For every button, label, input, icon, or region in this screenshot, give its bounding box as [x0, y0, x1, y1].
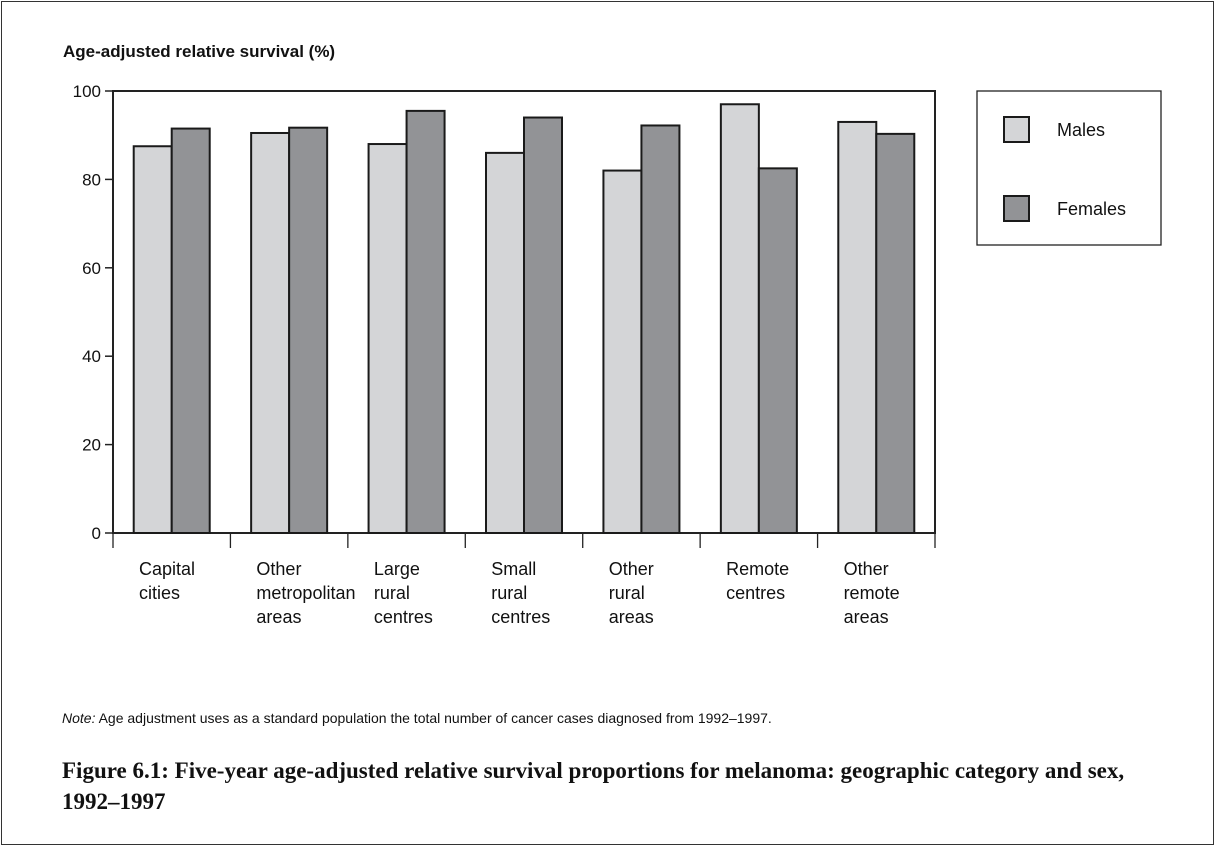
bar-males	[367, 143, 408, 534]
bar-males	[602, 169, 643, 534]
y-tick-label: 80	[82, 170, 101, 189]
bar-males	[132, 145, 173, 534]
x-tick-label: cities	[139, 583, 180, 603]
figure-caption: Figure 6.1: Five-year age-adjusted relat…	[62, 758, 1125, 814]
x-tick-label: Large	[374, 559, 420, 579]
x-tick-label: Other	[256, 559, 301, 579]
y-tick-label: 0	[92, 524, 101, 543]
bar-females	[170, 127, 211, 534]
x-tick-label: areas	[844, 607, 889, 627]
bar-males	[485, 151, 525, 534]
x-tick-label: areas	[256, 607, 301, 627]
bar-females	[523, 116, 563, 535]
x-tick-label: Other	[844, 559, 889, 579]
y-axis-title: Age-adjusted relative survival (%)	[63, 42, 335, 61]
x-tick-label: rural	[374, 583, 410, 603]
legend-swatch-females	[1003, 195, 1030, 222]
x-tick-label: rural	[491, 583, 527, 603]
bar-females	[405, 109, 446, 534]
bar-males	[837, 120, 878, 534]
bar-females	[757, 167, 798, 534]
bar-chart: Age-adjusted relative survival (%) 0 20 40…	[63, 42, 1162, 627]
plot-area: 0 20 40 60 80 100 Capital cities Other metropolit…	[73, 82, 936, 627]
legend-swatch-males	[1003, 116, 1030, 143]
y-tick-label: 100	[73, 82, 101, 101]
legend-label-males: Males	[1057, 120, 1105, 140]
x-tick-label: centres	[374, 607, 433, 627]
legend-label-females: Females	[1057, 199, 1126, 219]
x-tick-label: Remote	[726, 559, 789, 579]
x-tick-label: areas	[609, 607, 654, 627]
y-tick-label: 60	[82, 259, 101, 278]
y-tick-label: 20	[82, 436, 101, 455]
legend: Males Females	[976, 90, 1162, 246]
y-tick-label: 40	[82, 347, 101, 366]
x-tick-label: rural	[609, 583, 645, 603]
bar-males	[250, 131, 291, 535]
x-tick-label: metropolitan	[256, 583, 355, 603]
bar-females	[640, 124, 681, 534]
bar-females	[288, 126, 329, 534]
x-tick-label: Other	[609, 559, 654, 579]
bar-males	[719, 103, 760, 534]
chart-note: Note: Age adjustment uses as a standard …	[62, 710, 772, 726]
x-tick-label: Capital	[139, 559, 195, 579]
note-text: Age adjustment uses as a standard popula…	[95, 710, 772, 726]
note-label: Note:	[62, 710, 96, 726]
x-tick-label: remote	[844, 583, 900, 603]
bar-females	[875, 132, 916, 534]
x-tick-label: centres	[726, 583, 785, 603]
x-tick-label: Small	[491, 559, 536, 579]
x-tick-label: centres	[491, 607, 550, 627]
